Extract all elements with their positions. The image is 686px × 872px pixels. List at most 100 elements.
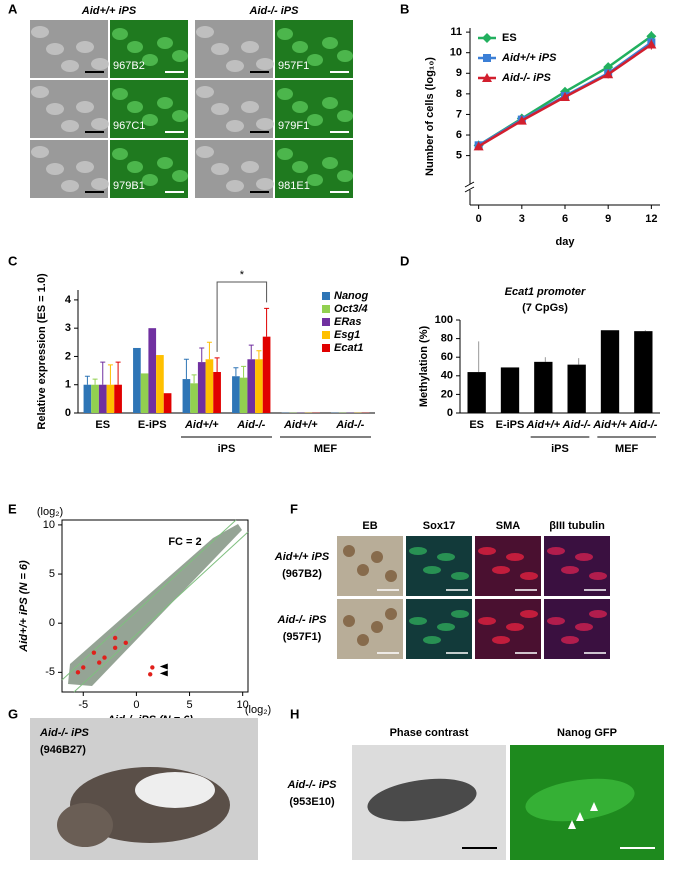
marker (560, 91, 570, 101)
panel-a-header: Aid-/- iPS (249, 5, 300, 17)
bar (534, 361, 553, 413)
cell-stain (520, 572, 538, 580)
axis-break (464, 186, 475, 193)
bar (140, 373, 149, 413)
y-axis-label: Methylation (%) (418, 326, 430, 408)
colony (46, 163, 64, 175)
colony (226, 180, 244, 192)
gfp-colony (337, 170, 353, 182)
photo-label: Aid-/- iPS (39, 727, 90, 739)
colony (256, 118, 274, 130)
x-tick-label: Aid-/- (562, 419, 591, 431)
arrowhead (159, 663, 168, 670)
colony (31, 26, 49, 38)
colony (61, 120, 79, 132)
fold-line (61, 519, 237, 681)
clone-label: 979F1 (278, 120, 309, 132)
legend-label: Aid+/+ iPS (501, 52, 557, 64)
gfp-colony (142, 174, 158, 186)
gfp-colony (112, 88, 128, 100)
point (81, 665, 86, 670)
x-tick-label: 6 (562, 213, 568, 225)
micrograph (475, 536, 541, 596)
cell-stain (561, 566, 579, 574)
x-tick-label: 10 (237, 699, 249, 711)
colony (226, 120, 244, 132)
y-tick-label: 1 (65, 379, 71, 391)
y-tick-label: 5 (456, 150, 462, 162)
cell-stain (437, 623, 455, 631)
fold-line (73, 531, 249, 693)
marker (482, 73, 492, 82)
marker (482, 33, 492, 43)
error-bar (199, 347, 205, 363)
cell-stain (478, 617, 496, 625)
y-tick-label: 11 (450, 26, 462, 38)
column-header: SMA (496, 520, 521, 532)
legend-swatch (322, 292, 330, 300)
bar (262, 336, 271, 413)
marker (473, 141, 484, 151)
y-tick-label: 0 (65, 407, 71, 419)
gfp-colony (277, 28, 293, 40)
clone-label: 967C1 (113, 120, 145, 132)
clone-label: 979B1 (113, 180, 145, 192)
marker (646, 39, 657, 49)
error-bar (84, 375, 90, 385)
cell-stain (343, 615, 355, 627)
y-tick-label: 100 (435, 314, 453, 326)
legend-label: ERas (334, 316, 362, 328)
error-bar (256, 350, 262, 360)
gfp-colony (277, 148, 293, 160)
cell-stain (357, 634, 369, 646)
colony (241, 101, 259, 113)
error-bar (107, 364, 113, 385)
row-label: Aid-/- iPS (277, 614, 328, 626)
arrowhead (159, 670, 168, 677)
cell-stain (423, 566, 441, 574)
bar (205, 359, 214, 413)
mouse-head (57, 803, 113, 847)
gfp-colony (277, 88, 293, 100)
colony (61, 60, 79, 72)
error-bar (248, 344, 254, 360)
marker (483, 54, 491, 62)
colony (211, 103, 229, 115)
bar (83, 384, 92, 413)
x-tick-label: 12 (645, 213, 657, 225)
colony (196, 146, 214, 158)
column-header: βIII tubulin (549, 520, 605, 532)
y-unit: (log₂) (37, 506, 63, 518)
cell-stain (385, 570, 397, 582)
cell-stain (506, 623, 524, 631)
chart-subtitle: (7 CpGs) (522, 302, 568, 314)
bar (634, 331, 653, 413)
gfp-colony (322, 97, 338, 109)
gfp-colony (292, 161, 308, 173)
column-header: Phase contrast (390, 727, 469, 739)
x-tick-label: -5 (78, 699, 88, 711)
row-clone: (953E10) (289, 796, 335, 808)
legend-swatch (322, 318, 330, 326)
micrograph (544, 536, 610, 596)
colony (31, 86, 49, 98)
colony (226, 60, 244, 72)
panel-label: B (400, 1, 409, 16)
gfp-colony (142, 114, 158, 126)
significance-bracket (216, 281, 268, 352)
x-tick-label: 9 (605, 213, 611, 225)
bar (232, 376, 240, 413)
axis-break (464, 181, 475, 188)
error-bar (115, 361, 121, 385)
colony (256, 178, 274, 190)
cell-stain (547, 617, 565, 625)
point (112, 635, 118, 641)
cell-stain (575, 623, 593, 631)
cell-stain (409, 617, 427, 625)
bar (213, 372, 221, 413)
y-tick-label: 6 (456, 129, 462, 141)
error-bar (206, 341, 212, 360)
x-tick-label: 0 (133, 699, 139, 711)
panel-label: E (8, 501, 17, 516)
